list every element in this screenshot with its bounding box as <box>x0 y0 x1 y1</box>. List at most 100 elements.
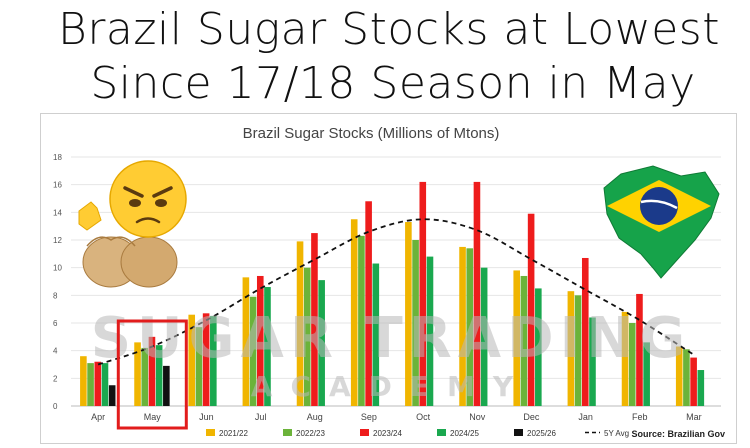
bar-2024-25-aug <box>318 280 325 406</box>
bar-2023-24-oct <box>419 181 427 406</box>
y-grid <box>71 156 721 407</box>
source-label: Source: Brazilian Gov <box>631 429 725 439</box>
bar-2021-22-jul <box>242 277 250 406</box>
x-tick-label: Mar <box>686 412 702 422</box>
bar-2022-23-jun <box>195 327 203 406</box>
bar-2024-25-mar <box>697 370 705 406</box>
x-tick-label: Dec <box>523 412 540 422</box>
bar-2022-23-jul <box>249 296 257 406</box>
legend-label: 2024/25 <box>450 429 479 438</box>
bar-2022-23-jan <box>574 295 582 406</box>
bar-2023-24-jul <box>256 275 264 406</box>
bar-2024-25-jan <box>589 317 596 406</box>
bar-2023-24-may <box>148 336 156 406</box>
bar-2022-23-mar <box>683 349 690 406</box>
x-tick-label: Sep <box>361 412 377 422</box>
bar-2021-22-feb <box>621 311 629 406</box>
y-tick-label: 2 <box>53 374 58 383</box>
avg-line-path <box>97 218 695 366</box>
headline-line-1: Brazil Sugar Stocks at Lowest <box>58 4 720 55</box>
x-tick-label: Apr <box>91 412 105 422</box>
may-highlight-box <box>116 319 188 430</box>
watermark-text: SUGAR TRADING <box>91 306 692 371</box>
y-tick-label: 16 <box>53 181 62 190</box>
watermark-subtext: ACADEMY <box>251 370 531 403</box>
bar-2024-25-jun <box>210 316 217 406</box>
angry-emoji-icon <box>78 160 187 288</box>
bar-2022-23-nov <box>466 248 474 406</box>
y-tick-label: 14 <box>53 208 62 217</box>
x-tick-label: Jan <box>578 412 593 422</box>
bar-2023-24-aug <box>311 233 318 406</box>
bar-2022-23-apr <box>87 363 94 406</box>
avg-line <box>97 218 695 366</box>
legend-label: 2021/22 <box>219 429 248 438</box>
bar-2024-25-sep <box>372 263 380 406</box>
legend-swatch <box>283 429 292 436</box>
bar-2021-22-may <box>134 342 141 406</box>
y-tick-label: 4 <box>53 347 58 356</box>
x-axis-labels: Apr May Jun Jul Aug Sep Oct Nov Dec Jan Feb Mar <box>91 412 702 422</box>
bar-2024-25-dec <box>535 288 542 406</box>
legend-label: 2025/26 <box>527 429 556 438</box>
y-tick-label: 8 <box>53 291 58 300</box>
legend-swatch <box>437 429 446 436</box>
legend-swatch <box>206 429 215 436</box>
bar-2022-23-oct <box>412 240 419 406</box>
legend-swatch <box>514 429 523 436</box>
x-tick-label: Jun <box>199 412 214 422</box>
x-tick-label: Aug <box>307 412 323 422</box>
bar-2024-25-oct <box>426 256 434 406</box>
bar-2024-25-apr <box>101 363 109 406</box>
stocks-chart: Brazil Sugar Stocks (Millions of Mtons) … <box>53 125 725 439</box>
bar-2025-26-may <box>163 365 170 406</box>
legend-label: 2022/23 <box>296 429 325 438</box>
bar-2023-24-feb <box>636 293 643 406</box>
bar-2022-23-dec <box>520 275 528 406</box>
bar-2021-22-jun <box>188 314 196 406</box>
headline-line-2: Since 17/18 Season in May <box>90 58 696 109</box>
bar-marks <box>80 181 705 406</box>
bar-2021-22-oct <box>405 222 412 406</box>
brazil-flag-icon <box>603 165 720 279</box>
legend-label: 2023/24 <box>373 429 402 438</box>
bar-2024-25-feb <box>643 342 650 406</box>
legend-label: 5Y Avg <box>604 429 629 438</box>
bar-2021-22-jan <box>567 291 575 406</box>
bar-2021-22-nov <box>459 246 466 406</box>
bar-2021-22-apr <box>80 356 87 406</box>
bar-2024-25-jul <box>264 287 271 406</box>
y-axis-ticks: 0 2 4 6 8 10 12 14 16 18 <box>53 153 62 411</box>
bar-2022-23-may <box>141 347 149 406</box>
bar-2024-25-nov <box>480 267 488 406</box>
chart-frame: Brazil Sugar Stocks (Millions of Mtons) … <box>40 113 737 444</box>
bar-2022-23-sep <box>358 235 365 406</box>
x-tick-label: Oct <box>416 412 431 422</box>
bar-2023-24-dec <box>527 213 535 406</box>
y-tick-label: 18 <box>53 153 62 162</box>
chart-title: Brazil Sugar Stocks (Millions of Mtons) <box>243 125 500 142</box>
x-tick-label: May <box>144 412 162 422</box>
y-tick-label: 12 <box>53 236 62 245</box>
bar-2023-24-jan <box>581 257 589 406</box>
bar-2023-24-jun <box>202 313 210 406</box>
bar-2022-23-aug <box>303 267 311 406</box>
bar-2023-24-sep <box>365 201 372 406</box>
bar-2021-22-mar <box>675 346 683 406</box>
bar-2023-24-mar <box>690 357 697 406</box>
y-tick-label: 0 <box>53 402 58 411</box>
y-tick-label: 6 <box>53 319 58 328</box>
bar-2021-22-dec <box>513 270 521 406</box>
y-tick-label: 10 <box>53 264 62 273</box>
bar-2021-22-aug <box>296 241 304 406</box>
legend-swatch <box>360 429 369 436</box>
x-tick-label: Nov <box>469 412 486 422</box>
x-tick-label: Jul <box>255 412 267 422</box>
bar-2021-22-sep <box>350 219 358 406</box>
bar-2024-25-may <box>155 345 163 406</box>
bar-2022-23-feb <box>628 323 636 406</box>
x-tick-label: Feb <box>632 412 648 422</box>
bar-2023-24-apr <box>94 361 102 406</box>
bar-2025-26-apr <box>108 385 116 406</box>
bar-2023-24-nov <box>473 181 481 406</box>
